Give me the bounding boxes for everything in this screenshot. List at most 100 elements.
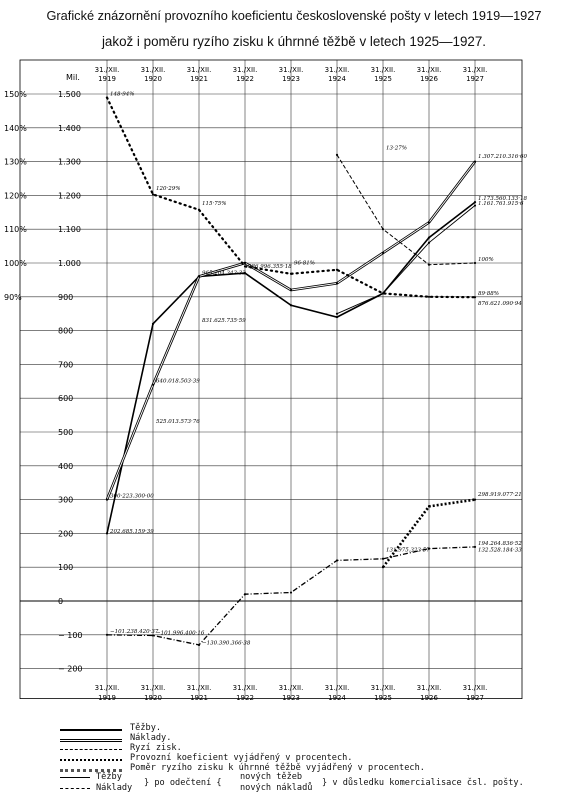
data-point — [473, 261, 477, 265]
data-label: 89·88% — [478, 291, 499, 297]
data-point — [151, 193, 155, 196]
data-point — [105, 498, 109, 501]
data-point — [289, 272, 293, 275]
pct-tick-label: 140% — [4, 124, 27, 133]
x-tick-label-bottom: 31./XII. — [279, 684, 304, 692]
data-point — [105, 96, 109, 99]
chart-frame — [19, 59, 523, 699]
data-label: 13·27% — [386, 145, 407, 151]
legend-novych-nakladu-label: nových nákladů — [240, 783, 313, 793]
data-point — [335, 282, 339, 285]
x-tick-label-bottom-year: 1925 — [374, 694, 392, 702]
legend-circles-line-icon — [60, 769, 122, 772]
data-point — [335, 559, 339, 562]
y-tick-label: 1.400 — [58, 124, 81, 133]
data-label: 96·81% — [294, 260, 315, 266]
data-point — [197, 208, 201, 211]
x-tick-label-top: 31./XII. — [187, 66, 212, 74]
data-label: 1.161.761.915·6 — [478, 201, 524, 207]
data-point — [427, 295, 431, 298]
data-label: 202.685.159·39 — [109, 529, 154, 535]
data-point — [473, 204, 477, 207]
data-point — [335, 312, 339, 315]
data-point — [335, 153, 339, 156]
series-line-6 — [336, 154, 476, 266]
data-label: −101.238.420·37 — [110, 629, 159, 635]
y-tick-label: 1.100 — [58, 225, 81, 234]
y-tick-label: 700 — [58, 360, 73, 369]
y-tick-label: 800 — [58, 327, 73, 336]
legend-tezby2-label: Těžby — [96, 772, 122, 782]
chart-title-line1: Grafické znázornění provozního koeficien… — [46, 8, 542, 23]
series-layer — [105, 96, 477, 647]
x-tick-label-top: 31./XII. — [233, 66, 258, 74]
data-point — [381, 566, 385, 569]
data-point — [381, 557, 385, 560]
legend-tezby-label: Těžby. — [130, 723, 162, 733]
x-tick-label-bottom: 31./XII. — [187, 684, 212, 692]
x-tick-label-bottom-year: 1921 — [190, 694, 208, 702]
y-tick-label: 600 — [58, 394, 73, 403]
x-tick-label-top-year: 1919 — [98, 75, 116, 83]
legend-zisk-label: Ryzí zisk. — [130, 743, 182, 753]
legend-dashed-line-icon — [60, 788, 90, 789]
x-tick-label-bottom: 31./XII. — [463, 684, 488, 692]
legend-po-odecteni-label: } po odečtení { — [144, 778, 222, 788]
data-point — [427, 236, 431, 239]
chart-svg: 1.500 1.400 1.300 1.200 1.100 1.000 900 800 700 6… — [4, 59, 527, 702]
data-label: 300·223.300·00 — [110, 494, 154, 500]
x-tick-label-bottom: 31./XII. — [95, 684, 120, 692]
x-tick-label-top-year: 1921 — [190, 75, 208, 83]
data-point — [473, 160, 477, 163]
data-point — [427, 241, 431, 244]
legend-double-line-icon — [60, 739, 122, 742]
y-tick-label: 100 — [58, 563, 73, 572]
x-tick-label-top-year: 1927 — [466, 75, 484, 83]
data-label: 965.204.343·33 — [202, 271, 246, 277]
x-tick-label-top: 31./XII. — [325, 66, 350, 74]
x-tick-label-top-year: 1926 — [420, 75, 438, 83]
data-point — [381, 292, 385, 295]
axes — [19, 59, 523, 699]
data-label: 115·75% — [202, 201, 226, 207]
y-tick-label: 400 — [58, 462, 73, 471]
data-point — [427, 547, 431, 550]
data-label: 298.919.077·21 — [477, 492, 522, 498]
x-tick-label-bottom-year: 1919 — [98, 694, 116, 702]
x-tick-label-bottom-year: 1924 — [328, 694, 346, 702]
data-point — [151, 322, 155, 325]
pct-tick-label: 120% — [4, 191, 27, 200]
legend-dusledek-label: } v důsledku komercialisace čsl. pošty. — [322, 778, 524, 788]
y-tick-label: − 200 — [58, 665, 83, 674]
grid — [20, 60, 522, 699]
data-point — [427, 221, 431, 224]
y-tick-label: − 100 — [58, 631, 83, 640]
data-point — [427, 505, 431, 508]
data-point — [243, 261, 247, 265]
legend-solid-line-icon — [60, 729, 122, 731]
chart-title-line2: jakož i poměru ryzího zisku k úhrnné těž… — [101, 34, 487, 49]
x-tick-label-bottom-year: 1920 — [144, 694, 162, 702]
legend-pomer-label: Poměr ryzího zisku k úhrnné těžbě vyjádř… — [130, 763, 425, 773]
y-tick-label: 1.000 — [58, 259, 81, 268]
data-label: 525.013.573·76 — [156, 419, 200, 425]
data-point — [243, 593, 247, 596]
legend-dotted-line-icon — [60, 759, 122, 761]
data-point — [473, 498, 477, 501]
data-point — [197, 643, 201, 647]
data-label: 1.307.210.316·60 — [478, 154, 527, 160]
x-tick-label-top-year: 1925 — [374, 75, 392, 83]
x-tick-label-bottom: 31./XII. — [371, 684, 396, 692]
x-tick-label-top-year: 1922 — [236, 75, 254, 83]
data-point — [151, 383, 155, 386]
legend-novych-tezeb-label: nových těžeb — [240, 772, 303, 782]
data-point — [335, 315, 339, 319]
data-point — [335, 268, 339, 271]
legend-tezby: Těžby. — [60, 723, 580, 734]
pct-tick-label: 130% — [4, 158, 27, 167]
data-point — [381, 228, 385, 231]
legend-naklady2-label: Náklady — [96, 783, 133, 793]
x-tick-label-top-year: 1920 — [144, 75, 162, 83]
data-point — [289, 288, 293, 292]
data-label: 1.173.560.133·18 — [478, 196, 527, 202]
